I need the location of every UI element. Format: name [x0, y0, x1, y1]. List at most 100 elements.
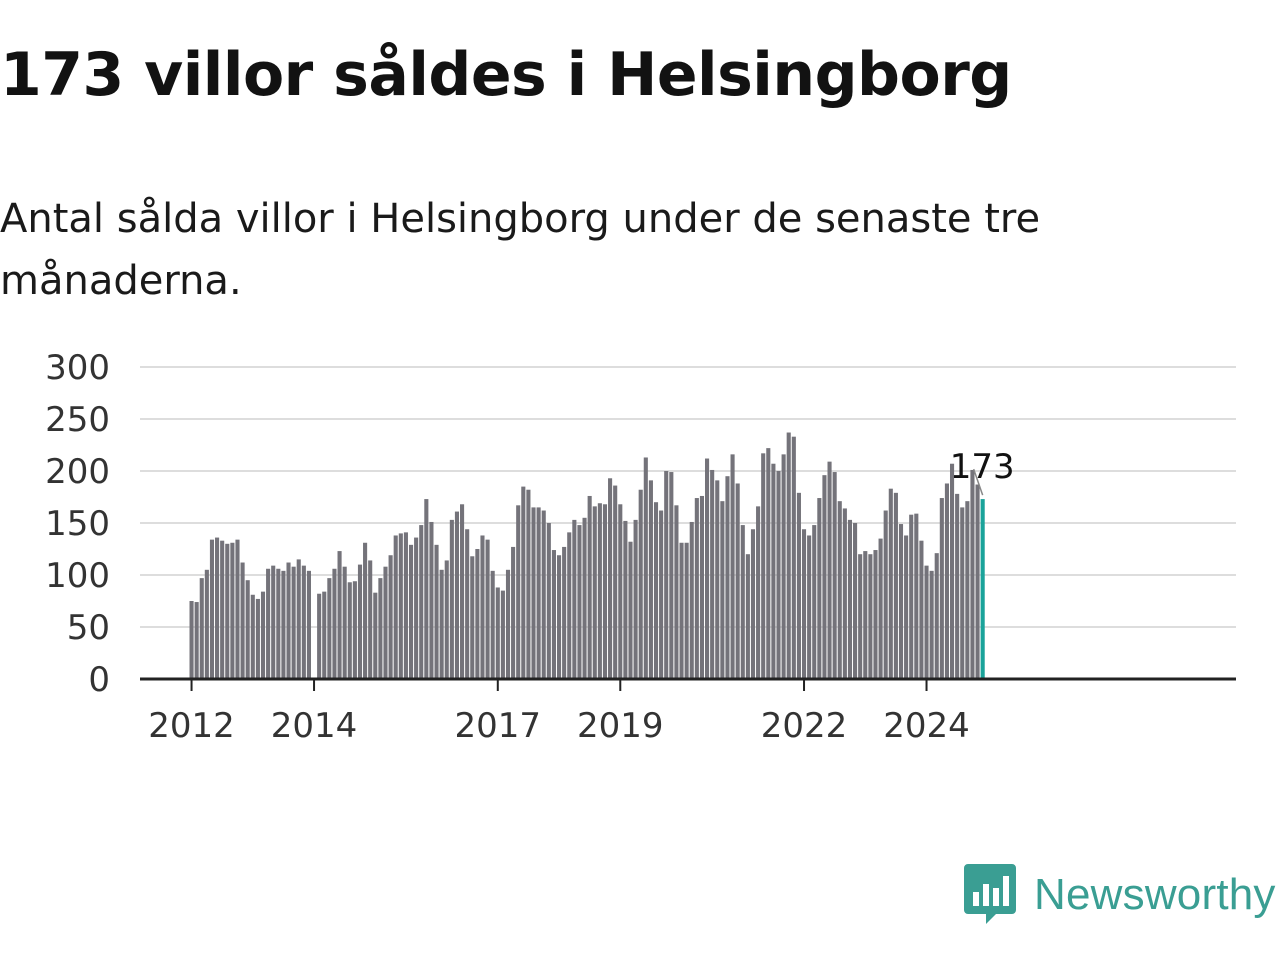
bar	[260, 591, 266, 679]
bar	[796, 492, 801, 679]
bar	[480, 535, 485, 679]
bar	[215, 537, 220, 679]
bar	[934, 553, 939, 679]
bar	[582, 517, 587, 679]
bar	[853, 523, 858, 679]
bar	[807, 535, 812, 679]
bar	[633, 519, 638, 679]
bar	[883, 510, 888, 679]
bar	[414, 537, 419, 679]
bar	[638, 489, 643, 679]
bar	[960, 507, 965, 679]
bar	[597, 503, 602, 679]
bar	[791, 436, 796, 679]
bar	[858, 554, 863, 679]
bar	[648, 480, 653, 679]
chart-subtitle: Antal sålda villor i Helsingborg under d…	[0, 196, 1041, 304]
bar	[352, 581, 357, 679]
bar	[740, 525, 745, 679]
bar	[868, 554, 873, 679]
bar	[801, 529, 807, 679]
bar	[694, 498, 699, 679]
y-tick-label: 200	[45, 452, 110, 492]
bar	[301, 565, 306, 679]
bar	[291, 566, 296, 679]
annotation-label: 173	[950, 447, 1015, 487]
bar	[970, 469, 975, 679]
bar	[505, 569, 511, 679]
y-tick-label: 50	[67, 608, 110, 648]
bar	[490, 570, 495, 679]
bar	[521, 486, 526, 679]
bar	[975, 484, 980, 679]
bar	[255, 598, 260, 679]
x-tick-label: 2019	[577, 706, 664, 746]
bar	[766, 448, 771, 679]
bar	[398, 533, 403, 679]
bar	[587, 495, 592, 679]
bar	[919, 540, 924, 679]
bar	[715, 480, 720, 679]
bar	[250, 594, 255, 679]
y-tick-label: 150	[45, 504, 110, 544]
bar	[511, 546, 516, 679]
bar	[327, 578, 332, 679]
bar	[669, 472, 674, 679]
bar	[735, 483, 740, 679]
bar	[276, 568, 281, 679]
bar	[643, 457, 648, 679]
bar	[536, 507, 541, 679]
bar	[776, 471, 781, 679]
bar	[980, 499, 985, 679]
y-tick-label: 0	[88, 660, 110, 700]
bar	[955, 493, 960, 679]
bar	[317, 593, 322, 679]
bar	[822, 475, 827, 679]
bar	[909, 514, 914, 679]
bar	[812, 525, 817, 679]
bar	[949, 463, 955, 679]
bar	[608, 478, 613, 679]
y-tick-label: 100	[45, 556, 110, 596]
bar	[562, 546, 567, 679]
x-tick-label: 2017	[455, 706, 542, 746]
bar	[485, 539, 490, 679]
bar	[781, 454, 786, 679]
bar	[429, 521, 434, 679]
bar	[403, 532, 408, 679]
bar	[827, 461, 832, 679]
bar	[500, 590, 505, 679]
bar	[235, 539, 240, 679]
bar	[526, 489, 531, 679]
bar	[745, 554, 750, 679]
bar	[220, 540, 225, 679]
bar	[475, 549, 480, 679]
bar	[699, 495, 704, 679]
bar	[332, 568, 337, 679]
x-tick-label: 2012	[148, 706, 235, 746]
x-tick-label: 2024	[883, 706, 970, 746]
bar	[898, 524, 904, 679]
bar	[725, 476, 730, 679]
bar	[592, 506, 597, 679]
bar	[383, 566, 388, 679]
bar	[495, 587, 500, 679]
bar	[730, 454, 735, 679]
x-tick-label: 2014	[271, 706, 358, 746]
bar	[924, 565, 929, 679]
bar	[659, 510, 664, 679]
bar	[204, 569, 209, 679]
bar	[306, 570, 311, 679]
bar	[378, 578, 383, 679]
bar	[556, 555, 562, 679]
bar	[363, 542, 368, 679]
bar	[710, 469, 715, 679]
bar	[444, 560, 449, 679]
bar	[878, 538, 883, 679]
bar	[939, 498, 944, 679]
bar	[408, 544, 414, 679]
bar	[873, 550, 878, 679]
bar	[240, 562, 245, 679]
bar	[322, 591, 327, 679]
bar	[546, 523, 551, 679]
